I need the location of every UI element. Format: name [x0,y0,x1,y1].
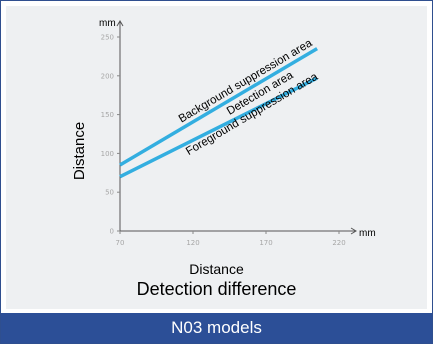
chart-series [119,47,318,179]
y-tick-label: 0 [110,228,114,236]
x-tick-label: 120 [186,239,199,247]
y-tick-label: 50 [105,189,114,197]
y-axis-arrow [116,20,124,27]
x-tick-label: 70 [116,239,125,247]
chart-area: 0 50 100 150 200 250 70 120 170 220 mm mm Distanc… [6,6,427,309]
series-line-1 [119,47,318,167]
x-axis-arrow [350,227,357,235]
y-axis-unit: mm [99,18,116,29]
y-tick-label: 250 [101,34,114,42]
detection-difference-chart: 0 50 100 150 200 250 70 120 170 220 mm mm Distanc… [71,18,376,248]
y-tick-label: 100 [101,150,114,158]
y-tick-label: 150 [101,111,114,119]
y-tick-label: 200 [101,72,114,80]
chart-axes [116,20,357,235]
footer-banner: N03 models [1,313,432,343]
x-tick-label: 170 [259,239,272,247]
series-line-2 [119,76,318,179]
x-tick-label: 220 [332,239,345,247]
y-axis-title: Distance [71,122,88,180]
chart-ticks: 0 50 100 150 200 250 70 120 170 220 [101,34,346,248]
x-axis-unit: mm [359,228,376,239]
x-axis-title: Distance [189,261,244,277]
chart-caption: Detection difference [136,279,297,299]
